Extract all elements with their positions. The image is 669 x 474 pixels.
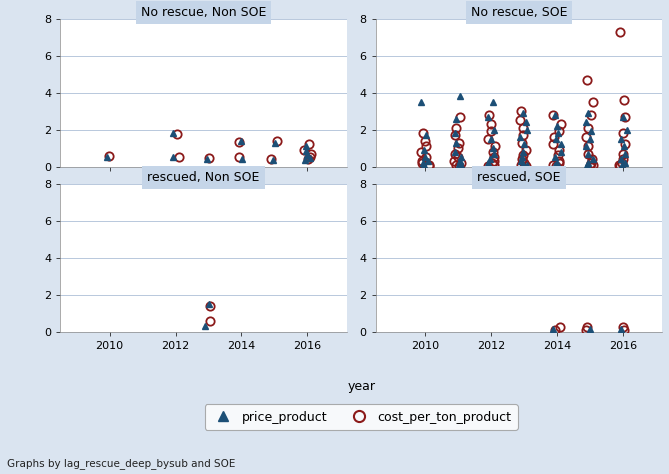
Title: No rescue, SOE: No rescue, SOE <box>471 6 567 19</box>
Title: No rescue, Non SOE: No rescue, Non SOE <box>141 6 266 19</box>
Legend: price_product, cost_per_ton_product: price_product, cost_per_ton_product <box>205 404 518 430</box>
Text: Graphs by lag_rescue_deep_bysub and SOE: Graphs by lag_rescue_deep_bysub and SOE <box>7 458 235 469</box>
Text: year: year <box>347 380 375 393</box>
Title: rescued, Non SOE: rescued, Non SOE <box>147 171 260 184</box>
Title: rescued, SOE: rescued, SOE <box>477 171 561 184</box>
